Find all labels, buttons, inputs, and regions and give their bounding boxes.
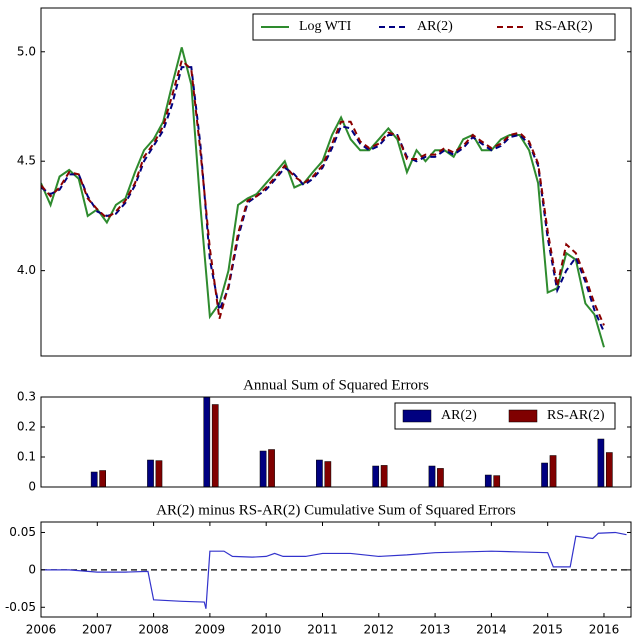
x-tick-label: 2012 [364,623,395,637]
bar [372,465,380,487]
bar [316,459,323,487]
bar [605,452,613,487]
x-tick-label: 2013 [420,623,451,637]
chart-title: AR(2) minus RS-AR(2) Cumulative Sum of S… [156,502,516,518]
bar [90,471,98,487]
bar [211,404,219,487]
legend-box [252,13,616,41]
axes-frame [40,396,632,488]
legend-box [394,402,616,430]
series-line [41,531,627,609]
bar [484,474,492,487]
x-tick-label: 2009 [195,623,226,637]
axes-frame [40,7,632,357]
series-line [41,47,605,348]
x-tick-label: 2008 [138,623,169,637]
y-tick-label: 0.3 [17,390,36,404]
bar [549,455,557,487]
chart-title: Annual Sum of Squared Errors [243,377,429,393]
legend-swatch [402,409,432,423]
x-tick-label: 2014 [476,623,507,637]
bar [268,449,275,487]
legend-label: Log WTI [299,19,352,34]
bar [380,465,388,487]
bar [437,468,444,487]
legend-label: AR(2) [441,408,477,423]
y-tick-label: 0.2 [17,420,36,434]
bar [147,459,154,487]
y-tick-label: 5.0 [17,44,36,58]
y-tick-label: 0 [28,480,36,494]
legend-label: RS-AR(2) [547,408,605,423]
y-tick-label: 0.1 [17,450,36,464]
series-line [41,66,605,333]
bar [99,470,106,487]
y-tick-label: 4.5 [17,154,36,168]
x-tick-label: 2010 [251,623,282,637]
x-tick-label: 2016 [589,623,620,637]
bar [324,461,332,487]
bar [493,475,501,487]
y-tick-label: -0.05 [5,600,36,614]
bar [203,397,211,487]
legend-swatch [508,409,538,423]
y-tick-label: 0 [28,562,36,576]
series-line [41,58,605,326]
plot-area [41,47,605,348]
x-tick-label: 2007 [82,623,113,637]
bar [155,460,163,487]
bar [428,465,436,487]
axes-frame [40,521,632,618]
x-tick-label: 2015 [532,623,563,637]
legend-label: AR(2) [417,19,453,34]
y-tick-label: 0.05 [9,525,36,539]
bar [259,450,267,487]
legend-label: RS-AR(2) [535,19,593,34]
bar [541,462,548,487]
x-tick-label: 2011 [307,623,338,637]
bar [597,438,605,487]
plot-area [90,397,613,487]
x-tick-label: 2006 [26,623,57,637]
plot-area [41,531,631,609]
y-tick-label: 4.0 [17,263,36,277]
